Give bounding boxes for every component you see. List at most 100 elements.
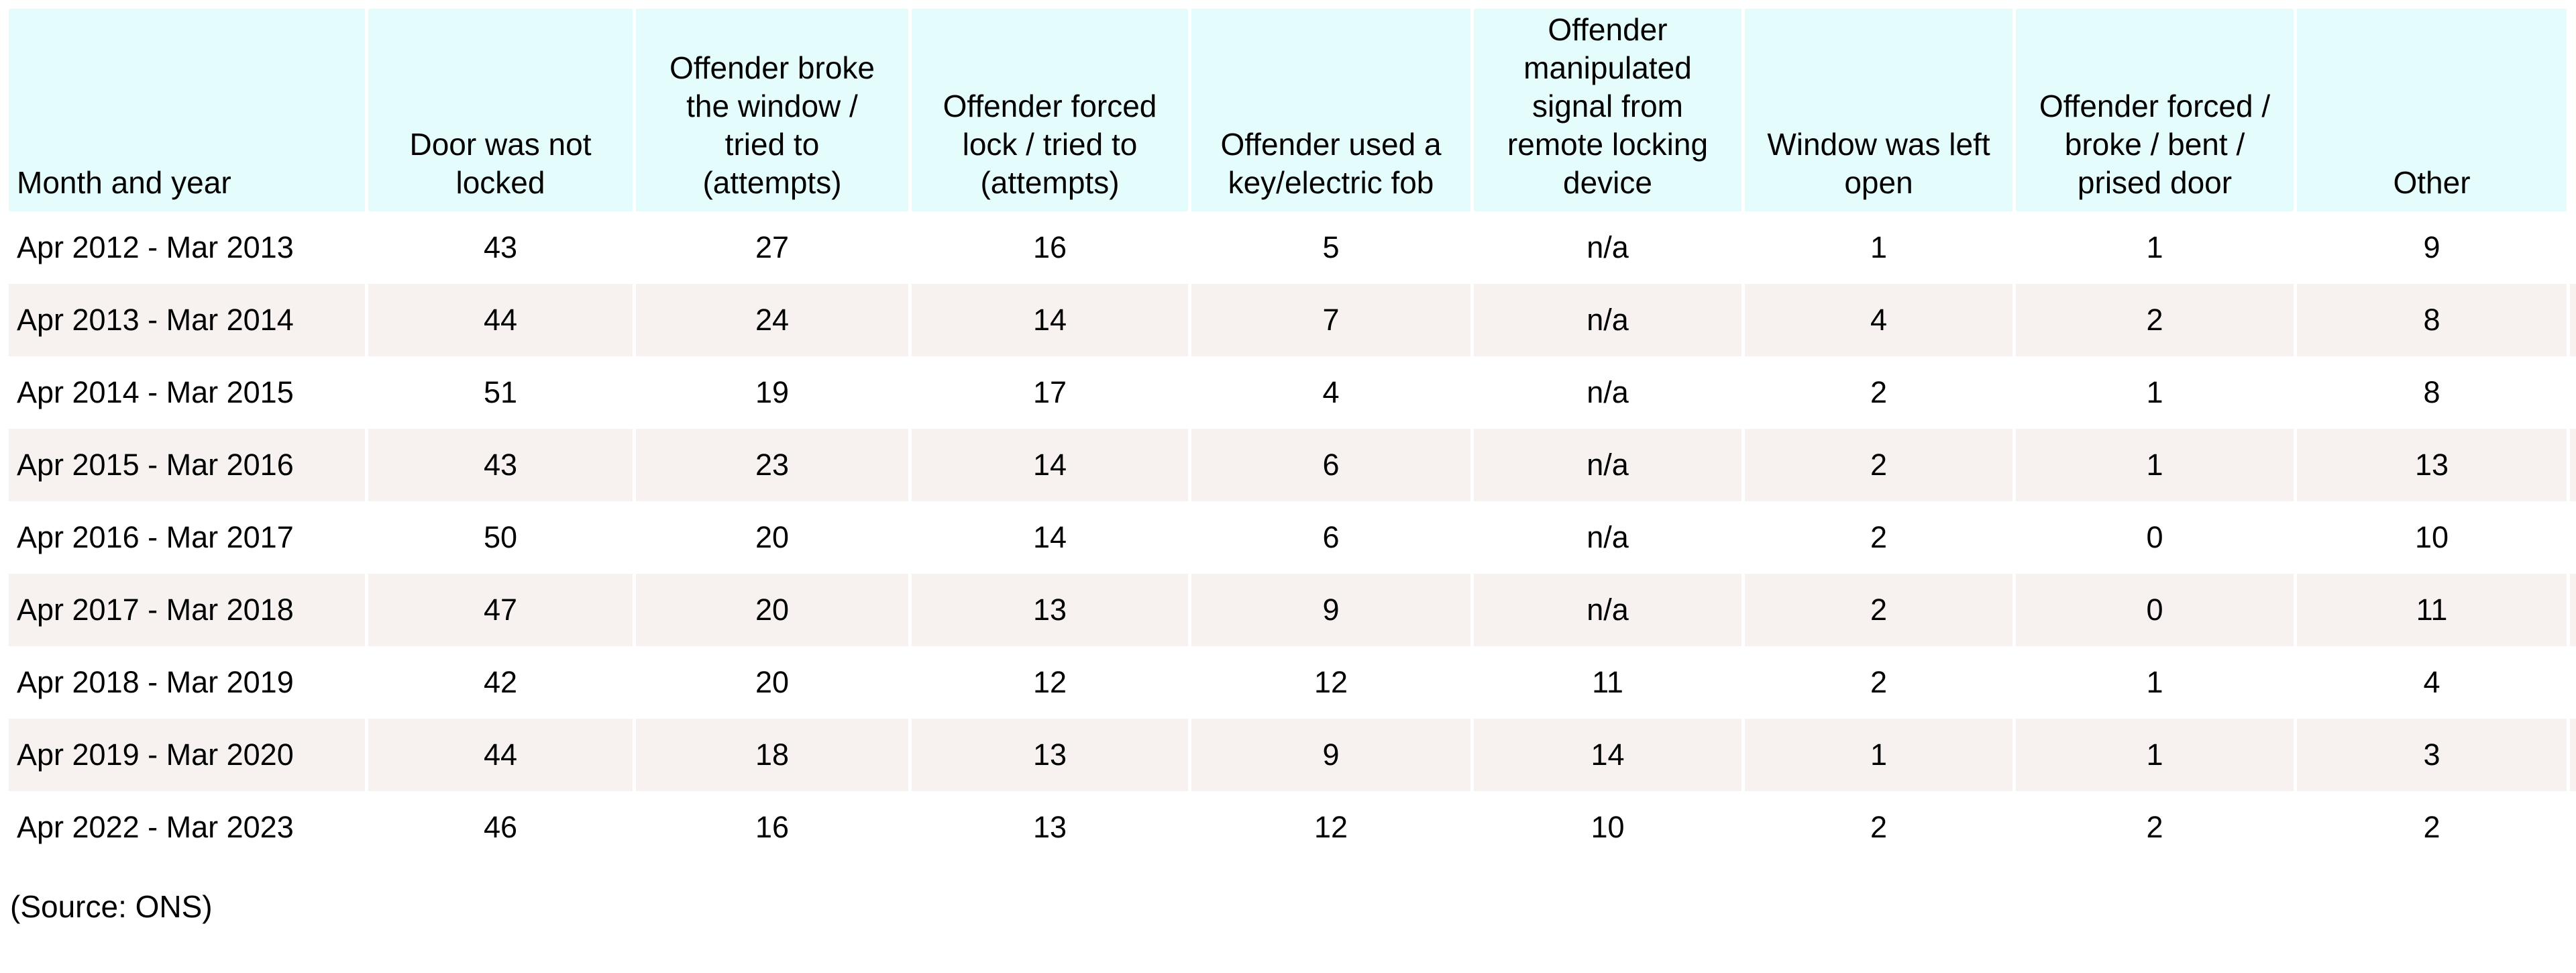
data-cell: 9: [1188, 719, 1470, 791]
data-cell: 27: [633, 211, 908, 284]
data-cell: n/a: [1470, 211, 1741, 284]
header-broke-window: Offender broke the window / tried to (at…: [633, 9, 908, 211]
data-cell: 13: [2294, 429, 2567, 501]
data-cell: 8: [2294, 284, 2567, 356]
row-edge-sliver: [2567, 429, 2576, 501]
data-cell: 43: [365, 211, 633, 284]
data-cell: 6: [1188, 429, 1470, 501]
row-label: Apr 2018 - Mar 2019: [17, 665, 294, 699]
header-other: Other: [2294, 9, 2567, 211]
data-cell: 50: [365, 501, 633, 574]
data-cell: 12: [1188, 646, 1470, 719]
data-cell: 2: [1741, 501, 2012, 574]
data-cell: 1: [2012, 356, 2294, 429]
row-edge-sliver: [2567, 791, 2576, 864]
table-row: Apr 2016 - Mar 2017 50 20 14 6 n/a 2 0 10: [9, 501, 2576, 574]
data-cell: 44: [365, 284, 633, 356]
source-note: (Source: ONS): [10, 889, 213, 924]
data-cell: 2: [2012, 284, 2294, 356]
row-edge-sliver: [2567, 356, 2576, 429]
header-door-not-locked: Door was not locked: [365, 9, 633, 211]
data-cell: 46: [365, 791, 633, 864]
data-cell: 17: [908, 356, 1188, 429]
data-cell: n/a: [1470, 574, 1741, 646]
data-cell: 1: [2012, 719, 2294, 791]
data-cell: 4: [2294, 646, 2567, 719]
data-cell: 13: [908, 574, 1188, 646]
data-cell: 14: [908, 429, 1188, 501]
header-window-left-open: Window was left open: [1741, 9, 2012, 211]
data-cell: 14: [908, 501, 1188, 574]
row-edge-sliver: [2567, 501, 2576, 574]
data-cell: 44: [365, 719, 633, 791]
table-row: Apr 2015 - Mar 2016 43 23 14 6 n/a 2 1 13: [9, 429, 2576, 501]
data-cell: 13: [908, 791, 1188, 864]
table-header-row: Month and year Door was not locked Offen…: [9, 9, 2576, 211]
data-cell: 12: [908, 646, 1188, 719]
data-cell: 1: [1741, 211, 2012, 284]
data-cell: 1: [2012, 429, 2294, 501]
header-month-and-year: Month and year: [9, 9, 365, 211]
data-cell: 20: [633, 574, 908, 646]
header-forced-lock: Offender forced lock / tried to (attempt…: [908, 9, 1188, 211]
data-cell: 18: [633, 719, 908, 791]
header-used-key-fob: Offender used a key/electric fob: [1188, 9, 1470, 211]
data-cell: 16: [908, 211, 1188, 284]
data-cell: 2: [1741, 429, 2012, 501]
data-cell: 2: [1741, 574, 2012, 646]
data-cell: 2: [1741, 646, 2012, 719]
data-cell: n/a: [1470, 284, 1741, 356]
row-edge-sliver: [2567, 646, 2576, 719]
data-cell: 20: [633, 501, 908, 574]
data-cell: 9: [2294, 211, 2567, 284]
data-cell: 43: [365, 429, 633, 501]
data-cell: 4: [1741, 284, 2012, 356]
data-cell: 16: [633, 791, 908, 864]
table-row: Apr 2019 - Mar 2020 44 18 13 9 14 1 1 3: [9, 719, 2576, 791]
data-cell: 42: [365, 646, 633, 719]
data-cell: 19: [633, 356, 908, 429]
data-cell: 12: [1188, 791, 1470, 864]
data-cell: 14: [908, 284, 1188, 356]
data-cell: 2: [2012, 791, 2294, 864]
data-cell: 24: [633, 284, 908, 356]
data-cell: 2: [1741, 791, 2012, 864]
data-cell: 0: [2012, 574, 2294, 646]
data-cell: 1: [2012, 211, 2294, 284]
data-cell: 14: [1470, 719, 1741, 791]
data-cell: 0: [2012, 501, 2294, 574]
table-row: Apr 2012 - Mar 2013 43 27 16 5 n/a 1 1 9: [9, 211, 2576, 284]
data-cell: 1: [2012, 646, 2294, 719]
table-row: Apr 2013 - Mar 2014 44 24 14 7 n/a 4 2 8: [9, 284, 2576, 356]
table-row: Apr 2014 - Mar 2015 51 19 17 4 n/a 2 1 8: [9, 356, 2576, 429]
data-cell: 11: [2294, 574, 2567, 646]
data-cell: n/a: [1470, 356, 1741, 429]
data-cell: 7: [1188, 284, 1470, 356]
data-cell: n/a: [1470, 501, 1741, 574]
row-label: Apr 2019 - Mar 2020: [9, 719, 365, 791]
table-row: Apr 2017 - Mar 2018 47 20 13 9 n/a 2 0 11: [9, 574, 2576, 646]
data-cell: 4: [1188, 356, 1470, 429]
row-label: Apr 2022 - Mar 2023: [17, 810, 294, 844]
data-cell: 2: [1741, 356, 2012, 429]
header-forced-broke-door: Offender forced / broke / bent / prised …: [2012, 9, 2294, 211]
table-row: Apr 2022 - Mar 2023 46 16 13 12 10 2 2 2: [9, 791, 2576, 864]
table-body: Apr 2012 - Mar 2013 43 27 16 5 n/a 1 1 9 Apr 2013…: [9, 211, 2576, 864]
row-edge-sliver: [2567, 574, 2576, 646]
data-cell: 11: [1470, 646, 1741, 719]
data-cell: 8: [2294, 356, 2567, 429]
table-row: Apr 2018 - Mar 2019 42 20 12 12 11 2 1 4: [9, 646, 2576, 719]
data-cell: 3: [2294, 719, 2567, 791]
data-cell: 20: [633, 646, 908, 719]
data-cell: 1: [1741, 719, 2012, 791]
row-label: Apr 2012 - Mar 2013: [17, 230, 294, 264]
row-label: Apr 2016 - Mar 2017: [17, 520, 294, 554]
data-cell: 6: [1188, 501, 1470, 574]
entry-methods-table: Month and year Door was not locked Offen…: [9, 9, 2576, 864]
row-label: Apr 2013 - Mar 2014: [9, 284, 365, 356]
data-cell: 10: [2294, 501, 2567, 574]
data-cell: 5: [1188, 211, 1470, 284]
data-cell: n/a: [1470, 429, 1741, 501]
row-label: Apr 2017 - Mar 2018: [9, 574, 365, 646]
